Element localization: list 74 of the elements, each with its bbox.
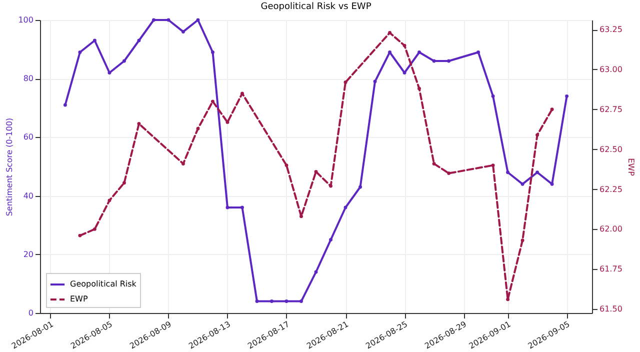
y2-axis-title: EWP [626,158,636,176]
point [418,86,421,90]
point [166,18,170,22]
point [536,170,540,174]
point [300,214,303,218]
point [284,164,288,168]
point [108,198,112,202]
point [550,182,554,186]
point [418,50,421,54]
point [388,50,392,54]
point [314,270,318,274]
point [329,238,332,242]
point [432,162,436,166]
point [520,182,524,186]
point [226,206,230,210]
point [314,170,318,174]
point [240,206,244,210]
point [550,108,554,112]
y-tick-label: 60 [23,132,34,142]
point [181,30,185,34]
point [447,59,451,63]
point [506,298,510,302]
point [122,59,126,63]
legend-label: Geopolitical Risk [70,280,137,288]
y-tick-label: 80 [23,74,34,84]
point [388,31,392,34]
y-tick-label: 100 [18,16,34,24]
point [329,184,332,188]
point [152,18,156,22]
point [63,103,67,107]
y2-tick-label: 62.75 [600,104,622,114]
y2-tick-label: 62.25 [600,184,622,194]
point [122,181,126,185]
y2-tick-label: 61.50 [600,304,622,314]
y2-tick-label: 61.75 [600,264,622,274]
point [284,300,288,304]
point [211,100,214,104]
point [137,122,141,126]
y2-tick-label: 63.00 [600,65,622,74]
legend-label: EWP [70,294,88,304]
point [92,38,96,42]
point [491,94,495,98]
point [78,50,82,54]
point [506,170,510,174]
point [78,234,82,238]
point [520,238,524,242]
point [491,164,495,168]
point [137,38,141,42]
point [373,80,377,84]
y2-tick-label: 63.25 [600,25,622,34]
y-tick-label: 0 [28,308,34,318]
point [476,50,480,54]
point [565,94,569,98]
point [432,59,436,63]
y2-tick-label: 62.00 [600,224,622,234]
point [447,172,451,176]
point [196,126,200,130]
point [211,50,214,54]
chart-title: Geopolitical Risk vs EWP [260,2,372,12]
y2-tick-label: 62.50 [600,144,622,154]
point [255,300,259,304]
point [270,300,274,304]
y-axis-title: Sentiment Score (0-100) [5,118,14,216]
y-tick-label: 40 [23,191,34,200]
point [402,44,406,48]
point [108,71,112,74]
point [536,133,540,137]
point [344,206,348,210]
point [358,185,362,189]
point [196,18,200,22]
point [92,227,96,231]
point [344,80,348,84]
point [300,300,303,304]
y-tick-label: 20 [23,250,34,259]
